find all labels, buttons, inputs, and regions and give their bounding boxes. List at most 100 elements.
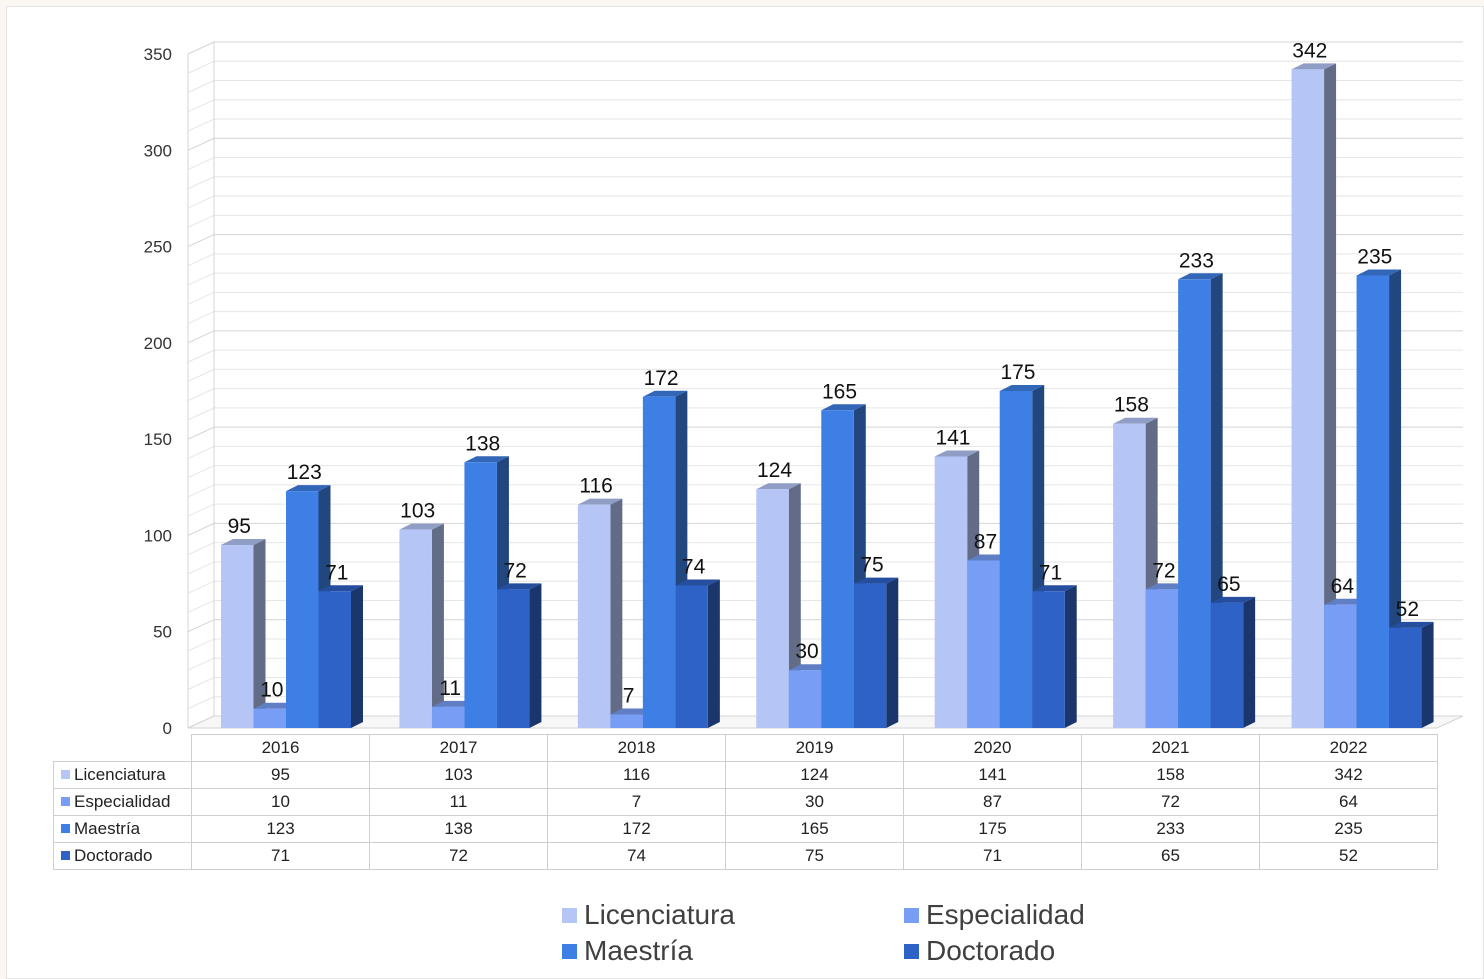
x-tick-label: 2017 (369, 734, 548, 762)
table-cell: 7 (547, 788, 726, 816)
data-label: 64 (1331, 575, 1355, 598)
bar-side (1421, 621, 1434, 728)
table-cell: 103 (369, 761, 548, 789)
x-tick-label: 2016 (191, 734, 370, 762)
data-label: 74 (682, 555, 706, 578)
x-tick-label: 2018 (547, 734, 726, 762)
data-label: 71 (325, 561, 348, 584)
bar-front (1113, 423, 1146, 728)
bar-top (999, 385, 1045, 391)
bar-front (934, 456, 968, 728)
table-cell: 11 (369, 788, 548, 816)
legend-item: Doctorado (904, 934, 1244, 968)
gridline (187, 176, 1463, 190)
bar-front (318, 591, 351, 728)
table-row-label: Especialidad (53, 788, 192, 816)
x-tick-label: 2019 (725, 734, 904, 762)
table-cell: 175 (903, 815, 1082, 843)
bar-top (675, 579, 720, 586)
table-cell: 65 (1081, 842, 1260, 870)
legend-swatch-icon (562, 943, 577, 959)
gridline (187, 99, 1463, 113)
table-cell: 30 (725, 788, 904, 816)
table-row: Especialidad 10 11 7 30 87 72 64 (53, 788, 1438, 816)
legend-label: Maestría (584, 935, 693, 966)
bar-front (399, 529, 432, 728)
bar (496, 583, 542, 728)
bar-side (431, 523, 444, 728)
table-row: Maestría 123 138 172 165 175 233 235 (53, 815, 1438, 843)
legend: Licenciatura Especialidad Maestría Doctorad… (562, 898, 1262, 968)
bar-side (1324, 63, 1337, 729)
data-label: 30 (795, 640, 818, 663)
data-label: 71 (1039, 561, 1062, 584)
bar-front (464, 462, 497, 728)
series-key-icon (61, 770, 70, 779)
table-cell: 342 (1259, 761, 1438, 789)
table-row: Doctorado 71 72 74 75 71 65 52 (53, 842, 1438, 870)
bar-top (1210, 596, 1256, 603)
bar-top (934, 450, 980, 457)
bar (286, 485, 331, 728)
data-label: 11 (439, 677, 461, 700)
table-cell: 235 (1259, 815, 1438, 843)
bar-top (1178, 273, 1223, 280)
bar-side (886, 577, 899, 728)
x-tick-label: 2020 (903, 734, 1082, 762)
data-label: 235 (1357, 245, 1392, 268)
gridline (187, 291, 1463, 305)
bar-front (821, 410, 854, 728)
bar-front (496, 589, 530, 728)
table-row-label: Doctorado (53, 842, 192, 870)
legend-label: Licenciatura (584, 899, 735, 930)
gridline (187, 157, 1463, 170)
bar-side (1389, 269, 1402, 728)
data-label: 7 (623, 685, 635, 708)
table-cell: 72 (369, 842, 548, 870)
bar-front (253, 708, 286, 728)
series-key-icon (61, 824, 70, 833)
bar-side (707, 579, 720, 728)
bar-front (675, 585, 708, 728)
legend-swatch-icon (904, 907, 919, 923)
data-label: 172 (644, 367, 679, 390)
table-cell: 233 (1081, 815, 1260, 843)
y-tick-label: 50 (153, 623, 172, 642)
bar (1178, 273, 1223, 728)
data-label: 158 (1114, 394, 1149, 417)
bar-side (610, 498, 623, 728)
bar-front (1389, 627, 1422, 728)
table-cell: 74 (547, 842, 726, 870)
table-cell: 10 (191, 788, 370, 816)
bar-top (1113, 417, 1158, 424)
y-tick-label: 100 (144, 526, 172, 545)
bar-side (253, 539, 266, 728)
data-label: 138 (465, 432, 500, 455)
data-label: 95 (228, 515, 251, 538)
data-table: 2016 2017 2018 2019 2020 2021 2022 Licenciatura… (53, 734, 1438, 870)
gridline (187, 349, 1463, 363)
data-label: 233 (1179, 249, 1214, 272)
bar-top (286, 485, 331, 492)
data-label: 103 (400, 500, 435, 523)
bar-top (221, 539, 266, 546)
bar-top (821, 404, 866, 411)
gridline (187, 195, 1463, 209)
y-tick-label: 200 (144, 334, 172, 353)
table-cell: 95 (191, 761, 370, 789)
bar-front (1324, 604, 1357, 728)
bar-side (351, 585, 363, 728)
data-label: 75 (860, 554, 883, 577)
bar-top (1032, 585, 1077, 592)
bar-top (399, 523, 444, 530)
bar (577, 498, 623, 728)
bar (318, 585, 363, 728)
data-label: 141 (935, 426, 970, 449)
y-tick-label: 300 (144, 141, 172, 160)
bar-front (1032, 591, 1065, 728)
table-cell: 75 (725, 842, 904, 870)
bar-front (577, 504, 611, 728)
bar-top (1356, 269, 1402, 276)
bar-front (1356, 275, 1390, 728)
gridline (187, 118, 1463, 132)
